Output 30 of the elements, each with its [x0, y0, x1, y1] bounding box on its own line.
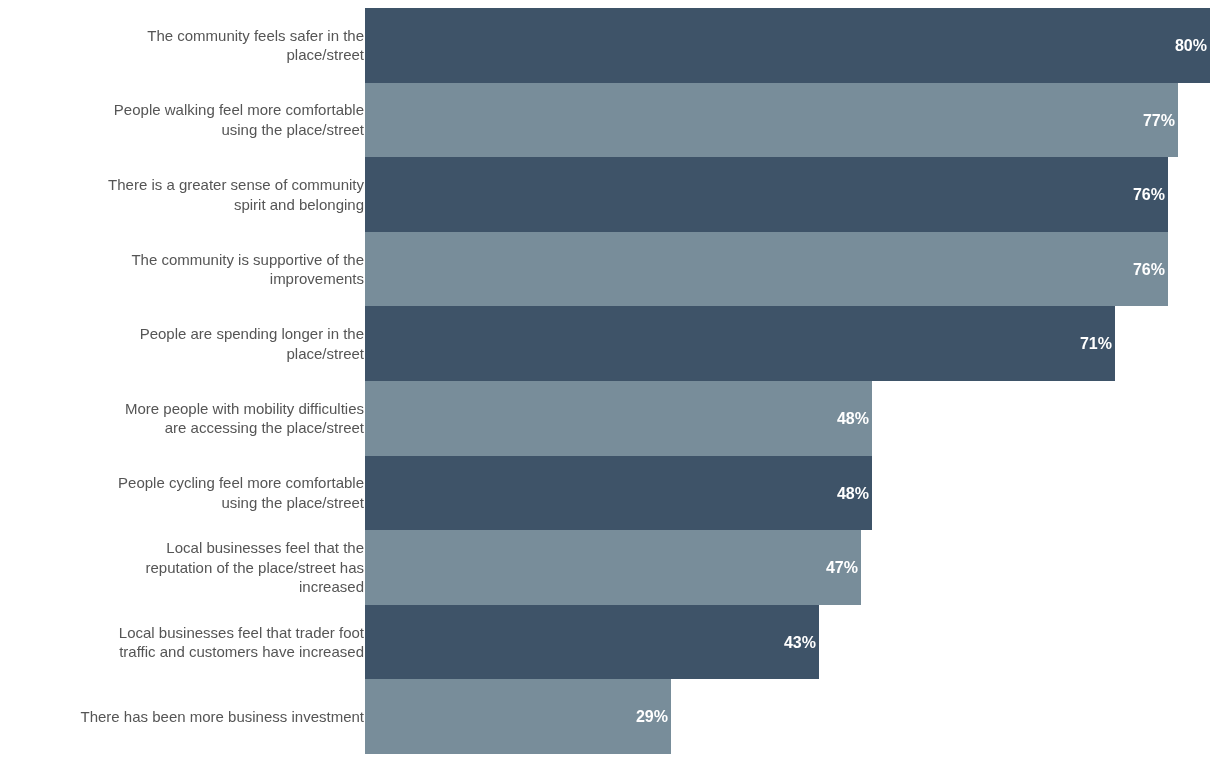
y-tick-label: More people with mobility difficulties are accessing the place/street: [125, 399, 365, 437]
data-label: 71%: [1079, 335, 1112, 352]
data-label: 48%: [836, 484, 869, 502]
bar: [365, 8, 1210, 83]
bar: [365, 157, 1168, 232]
data-label: 76%: [1132, 186, 1165, 203]
y-tick-label: The community feels safer in the place/street: [147, 26, 365, 64]
y-tick-label: There has been more business investment: [80, 707, 365, 725]
data-label: 29%: [635, 708, 668, 725]
data-label: 47%: [825, 559, 858, 576]
data-label: 76%: [1132, 260, 1165, 278]
data-label: 77%: [1142, 111, 1175, 129]
data-label: 48%: [836, 410, 869, 427]
bar: [365, 605, 819, 679]
y-tick-label: There is a greater sense of community spirit and belonging: [108, 176, 365, 213]
bar: [365, 381, 872, 456]
data-label: 80%: [1174, 37, 1207, 54]
bar: [365, 530, 861, 605]
y-tick-label: People cycling feel more comfortable using the place/street: [118, 474, 365, 511]
y-tick-label: The community is supportive of the improvements: [131, 250, 364, 288]
bar: [365, 306, 1115, 381]
y-tick-label: Local businesses feel that the reputation of the place/street has increased: [145, 539, 364, 596]
y-tick-label: People are spending longer in the place/street: [139, 325, 365, 362]
bar: [365, 83, 1178, 157]
data-label: 43%: [783, 633, 816, 651]
bar: [365, 679, 671, 754]
bar: [365, 232, 1168, 306]
y-tick-label: Local businesses feel that trader foot traffic and customers have increased: [118, 623, 365, 661]
y-tick-label: People walking feel more comfortable using the place/street: [113, 101, 365, 138]
bar: [365, 456, 872, 530]
